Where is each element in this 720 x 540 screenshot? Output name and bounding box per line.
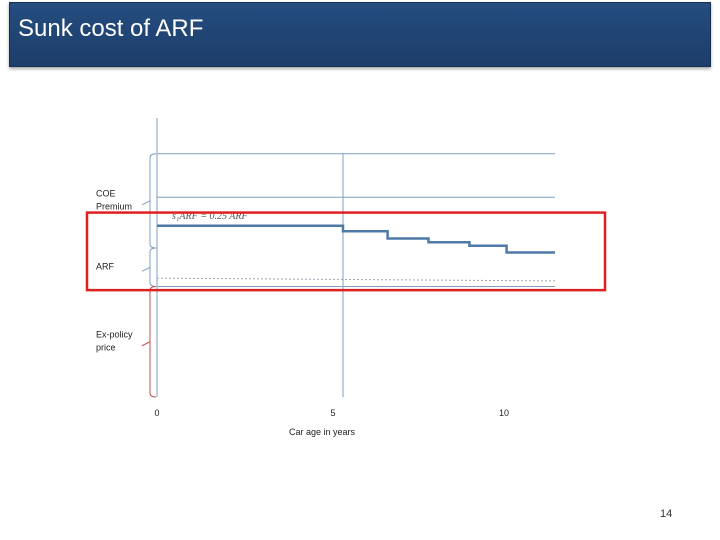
bracket-label-0-0: COE bbox=[96, 188, 116, 198]
bracket-pointer-1 bbox=[141, 266, 151, 272]
slide-title: Sunk cost of ARF bbox=[18, 15, 204, 42]
x-axis-label: Car age in years bbox=[289, 427, 356, 437]
x-tick-label-0: 0 bbox=[154, 408, 159, 418]
highlight-box bbox=[85, 211, 607, 292]
dashed-level-line bbox=[156, 277, 556, 282]
annotation-formula: s₁ARF = 0.25 ARF bbox=[172, 211, 248, 222]
bracket-pointer-0 bbox=[141, 200, 151, 206]
series-line-0 bbox=[157, 224, 555, 254]
bracket-label-1-0: ARF bbox=[96, 261, 115, 271]
title-bar: Sunk cost of ARF bbox=[9, 2, 711, 67]
x-tick-label-5: 5 bbox=[330, 408, 335, 418]
bracket-0 bbox=[149, 153, 157, 249]
bracket-1 bbox=[149, 247, 157, 288]
page-number: 14 bbox=[660, 508, 673, 520]
bracket-2 bbox=[149, 286, 157, 398]
x-tick-label-10: 10 bbox=[499, 408, 509, 418]
bracket-label-2-1: price bbox=[96, 342, 116, 352]
bracket-label-0-1: Premium bbox=[96, 201, 132, 211]
bracket-pointer-2 bbox=[141, 341, 151, 347]
bracket-label-2-0: Ex-policy bbox=[96, 329, 133, 339]
